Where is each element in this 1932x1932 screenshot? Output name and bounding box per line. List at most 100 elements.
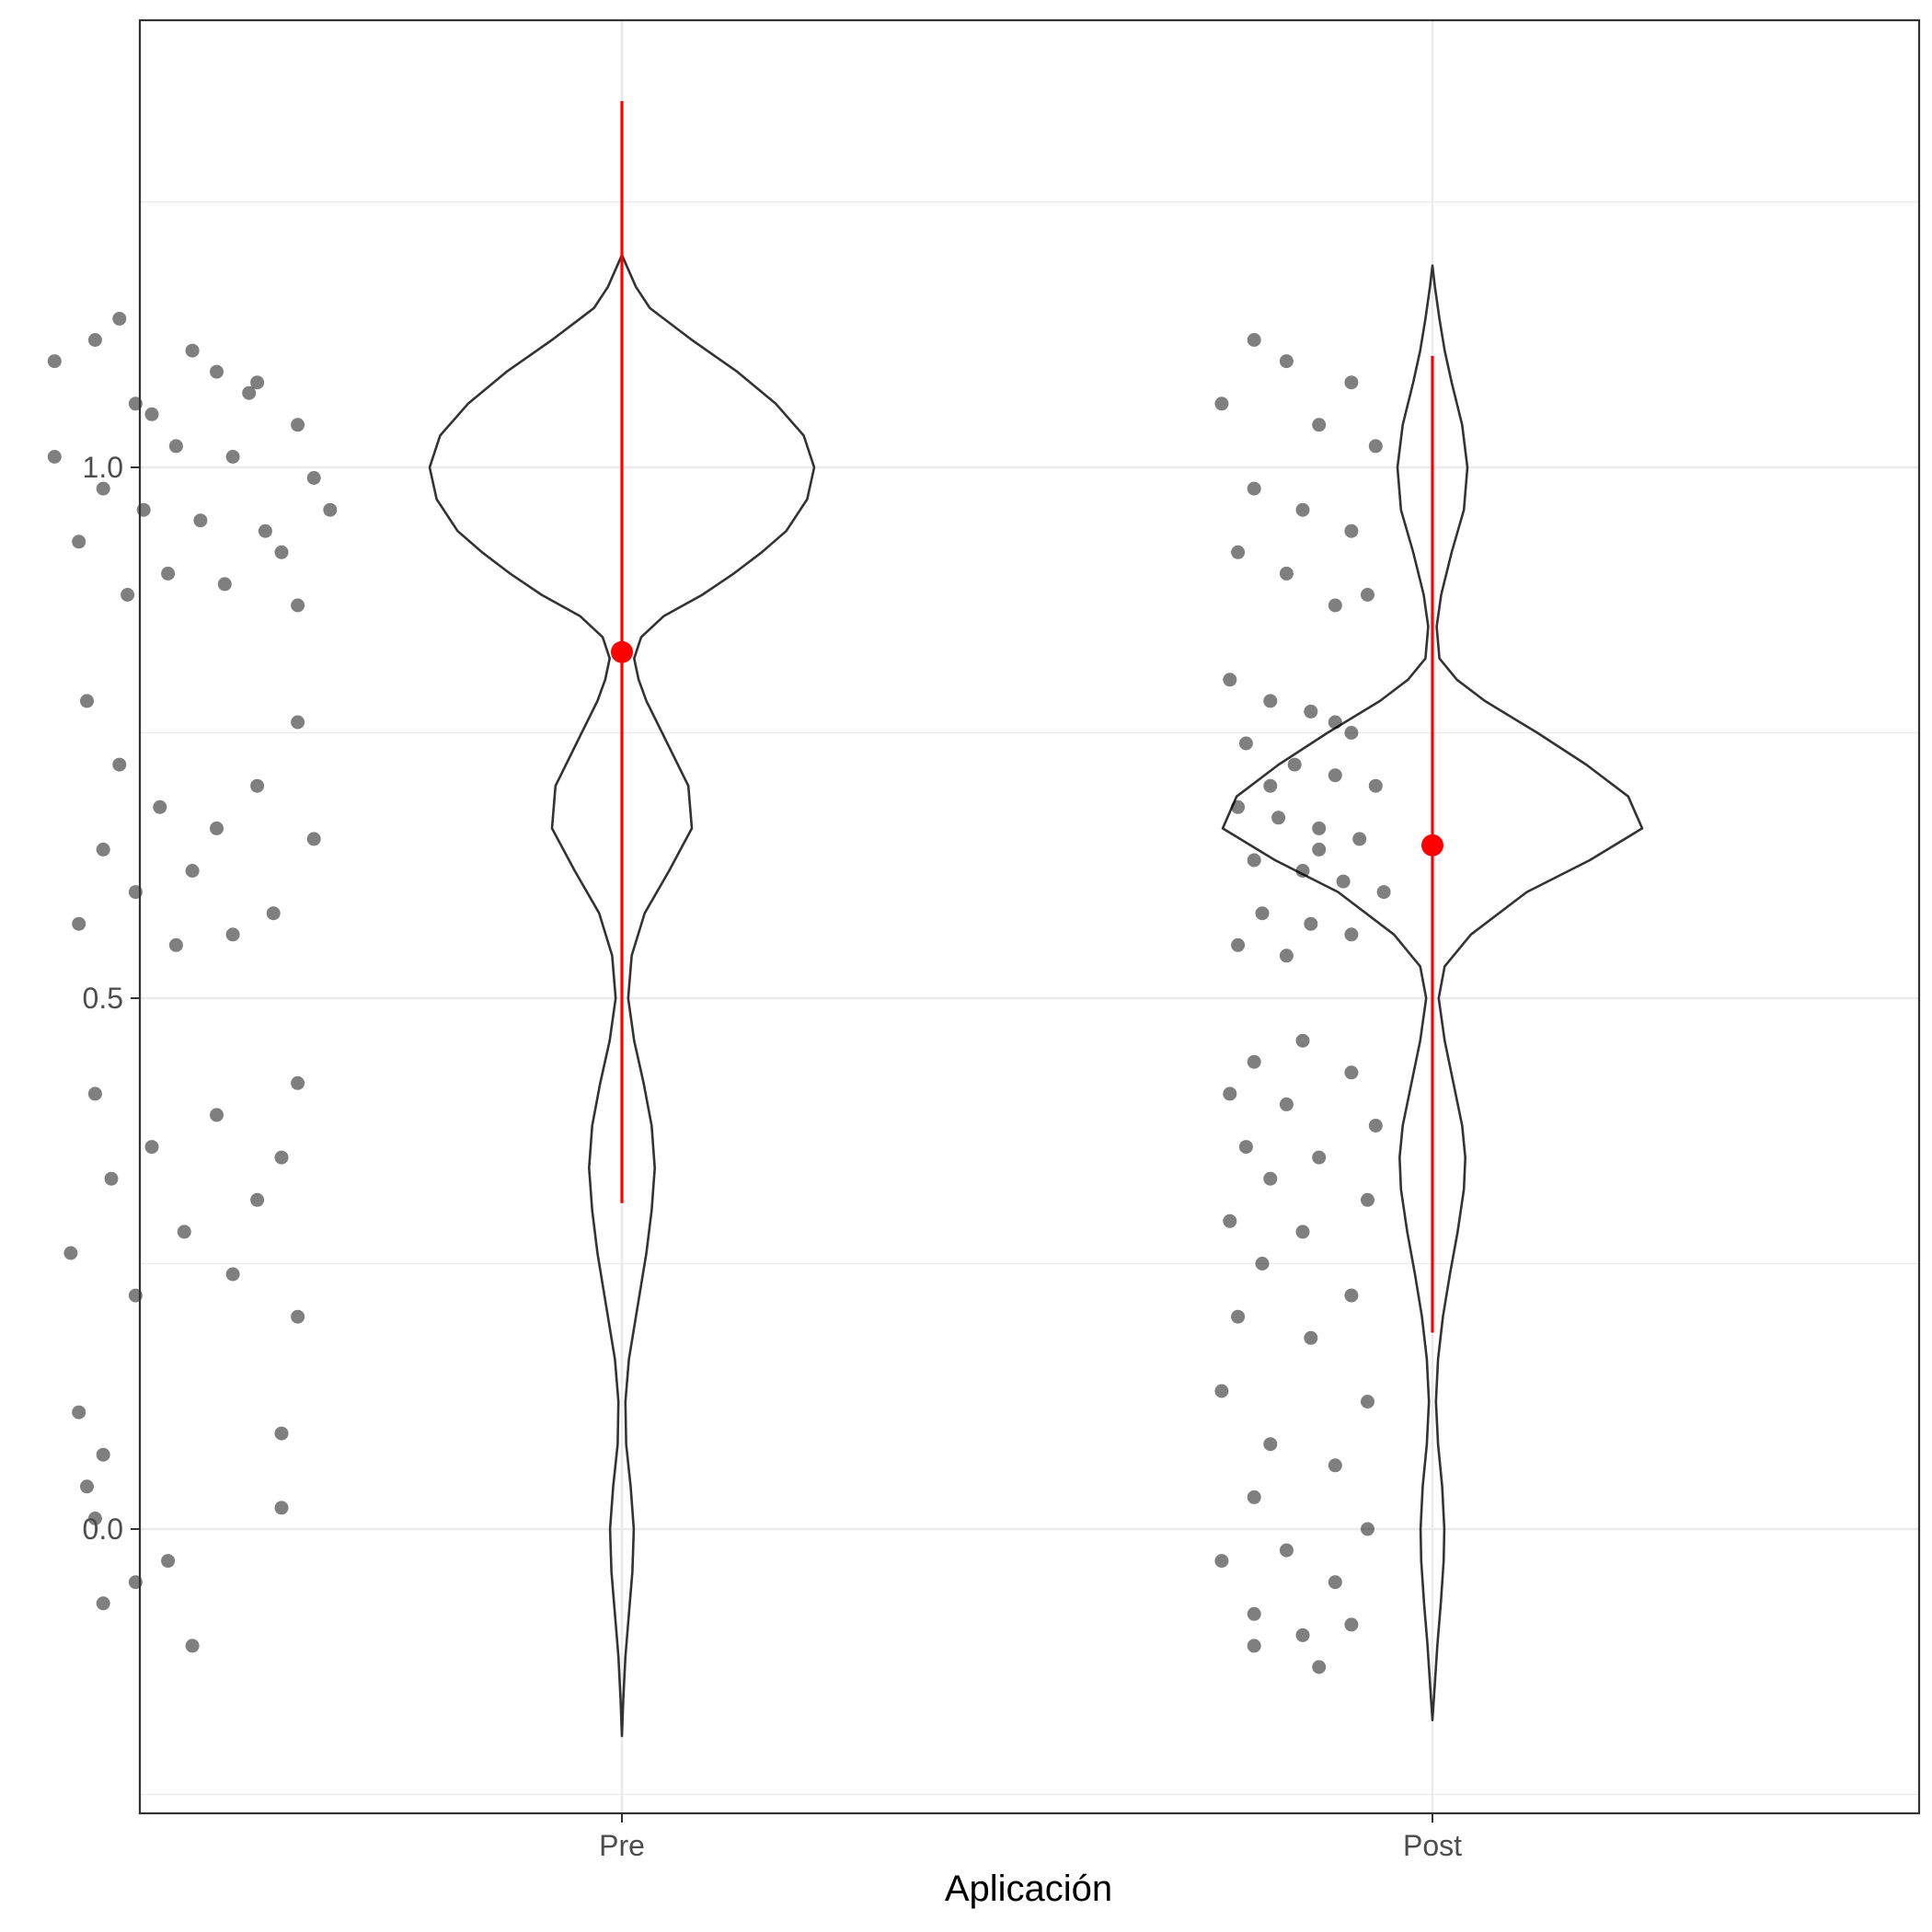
x-tick-label-post: Post xyxy=(1403,1829,1462,1862)
data-point-post-18 xyxy=(1287,757,1302,772)
data-point-pre-24 xyxy=(185,343,200,358)
data-point-pre-57 xyxy=(161,1554,176,1569)
data-point-post-47 xyxy=(1223,1213,1237,1228)
data-point-post-61 xyxy=(1328,1575,1342,1590)
data-point-post-44 xyxy=(1312,1150,1327,1165)
data-point-post-45 xyxy=(1263,1171,1278,1186)
data-point-pre-15 xyxy=(274,545,289,559)
data-point-post-46 xyxy=(1361,1192,1374,1207)
data-point-post-32 xyxy=(1231,937,1246,952)
data-point-pre-29 xyxy=(153,799,167,814)
x-tick-label-pre: Pre xyxy=(599,1829,645,1862)
data-point-post-65 xyxy=(1247,1639,1261,1653)
data-point-post-4 xyxy=(1312,418,1327,432)
data-point-post-66 xyxy=(1312,1660,1327,1674)
data-point-post-51 xyxy=(1231,1309,1246,1324)
data-point-post-41 xyxy=(1279,1097,1294,1111)
data-point-pre-35 xyxy=(266,906,281,921)
violin-post xyxy=(1221,264,1644,1721)
panel-border xyxy=(138,18,1921,1815)
data-point-pre-40 xyxy=(87,1087,102,1101)
data-point-post-29 xyxy=(1255,906,1270,921)
data-point-pre-19 xyxy=(291,598,305,613)
data-point-pre-60 xyxy=(185,1639,200,1653)
y-tick-label-2: 1.0 xyxy=(83,451,123,484)
data-point-post-39 xyxy=(1344,1065,1359,1080)
data-point-pre-44 xyxy=(104,1171,119,1186)
data-point-post-58 xyxy=(1361,1522,1374,1536)
data-point-pre-2 xyxy=(210,364,224,379)
data-point-pre-32 xyxy=(306,832,321,846)
data-point-post-56 xyxy=(1328,1458,1342,1473)
data-point-post-64 xyxy=(1295,1627,1310,1642)
data-point-post-13 xyxy=(1223,673,1237,687)
data-point-pre-22 xyxy=(144,407,159,421)
data-point-post-27 xyxy=(1336,874,1351,889)
data-point-post-12 xyxy=(1328,598,1342,613)
data-point-post-28 xyxy=(1376,885,1391,900)
data-point-post-15 xyxy=(1304,704,1318,719)
data-point-pre-17 xyxy=(217,577,232,592)
data-point-pre-30 xyxy=(210,821,224,835)
data-point-pre-20 xyxy=(47,450,62,464)
data-point-pre-46 xyxy=(177,1225,191,1239)
data-point-post-6 xyxy=(1247,481,1261,496)
data-point-post-8 xyxy=(1344,523,1359,538)
data-point-pre-47 xyxy=(63,1246,78,1260)
data-point-pre-42 xyxy=(144,1140,159,1155)
data-point-pre-12 xyxy=(193,513,208,528)
data-point-post-42 xyxy=(1368,1119,1383,1133)
data-point-post-3 xyxy=(1214,397,1229,411)
data-point-pre-18 xyxy=(121,588,135,602)
data-point-post-2 xyxy=(1344,375,1359,390)
data-point-pre-3 xyxy=(250,375,265,390)
data-point-pre-7 xyxy=(168,439,183,454)
mean-point-post xyxy=(1421,834,1443,857)
y-tick-label-1: 0.5 xyxy=(83,982,123,1015)
data-point-pre-25 xyxy=(80,694,94,708)
data-point-post-43 xyxy=(1238,1140,1253,1155)
data-point-pre-10 xyxy=(306,471,321,485)
jitter-points-layer xyxy=(47,311,1391,1674)
data-point-pre-31 xyxy=(96,842,110,857)
data-point-post-60 xyxy=(1214,1554,1229,1569)
data-point-post-62 xyxy=(1247,1606,1261,1621)
data-point-pre-1 xyxy=(87,333,102,347)
data-point-pre-36 xyxy=(72,916,86,931)
data-point-pre-33 xyxy=(185,864,200,878)
data-point-post-38 xyxy=(1247,1054,1261,1069)
data-point-pre-45 xyxy=(250,1192,265,1207)
data-point-post-35 xyxy=(1263,778,1278,793)
data-point-post-25 xyxy=(1247,853,1261,868)
data-point-post-53 xyxy=(1214,1384,1229,1398)
data-point-post-24 xyxy=(1352,832,1367,846)
mean-point-pre xyxy=(611,640,633,663)
data-point-post-22 xyxy=(1271,811,1286,825)
data-point-post-57 xyxy=(1247,1489,1261,1504)
data-point-post-50 xyxy=(1344,1288,1359,1303)
data-point-post-9 xyxy=(1231,545,1246,559)
data-point-pre-52 xyxy=(274,1426,289,1441)
data-point-post-30 xyxy=(1304,916,1318,931)
data-point-post-7 xyxy=(1295,502,1310,517)
summary-layer xyxy=(611,100,1443,1333)
data-point-pre-6 xyxy=(291,418,305,432)
data-point-pre-21 xyxy=(323,502,338,517)
data-point-pre-55 xyxy=(274,1501,289,1515)
data-point-pre-38 xyxy=(168,937,183,952)
data-point-pre-26 xyxy=(291,715,305,730)
data-point-pre-48 xyxy=(225,1267,240,1282)
data-point-post-34 xyxy=(1328,715,1342,730)
data-point-post-11 xyxy=(1361,588,1374,602)
data-point-post-17 xyxy=(1238,736,1253,751)
data-point-post-59 xyxy=(1279,1543,1294,1558)
x-axis: Pre Post xyxy=(599,1813,1462,1862)
x-axis-title: Aplicación xyxy=(945,1869,1112,1909)
data-point-post-0 xyxy=(1247,333,1261,347)
data-point-post-23 xyxy=(1312,821,1327,835)
data-point-post-54 xyxy=(1361,1395,1374,1409)
data-point-pre-59 xyxy=(96,1596,110,1611)
data-point-post-37 xyxy=(1295,1033,1310,1048)
data-point-post-31 xyxy=(1344,927,1359,942)
